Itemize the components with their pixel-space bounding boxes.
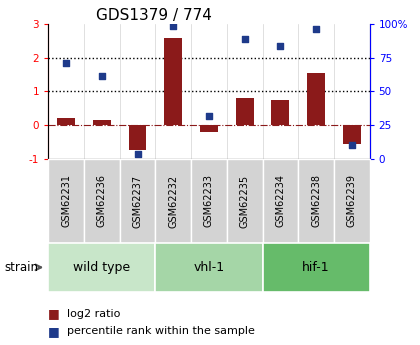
Bar: [307, 73, 325, 125]
Text: wild type: wild type: [73, 261, 131, 274]
Point: [170, 23, 177, 29]
Bar: [236, 98, 254, 125]
Bar: [93, 120, 111, 125]
Bar: [200, 125, 218, 132]
Point: [206, 113, 212, 118]
Text: GSM62239: GSM62239: [347, 175, 357, 227]
Bar: [129, 125, 147, 150]
Point: [277, 43, 284, 49]
Text: GSM62238: GSM62238: [311, 175, 321, 227]
Text: GSM62237: GSM62237: [133, 175, 142, 227]
Text: GSM62233: GSM62233: [204, 175, 214, 227]
Text: GSM62232: GSM62232: [168, 175, 178, 227]
Text: ■: ■: [48, 325, 60, 338]
Text: hif-1: hif-1: [302, 261, 330, 274]
Text: strain: strain: [4, 261, 38, 274]
Bar: [271, 100, 289, 125]
Text: percentile rank within the sample: percentile rank within the sample: [67, 326, 255, 336]
Text: GSM62234: GSM62234: [276, 175, 285, 227]
Text: log2 ratio: log2 ratio: [67, 309, 121, 319]
Point: [312, 26, 319, 31]
Point: [134, 151, 141, 156]
Bar: [57, 118, 75, 125]
Bar: [164, 38, 182, 125]
Text: ■: ■: [48, 307, 60, 321]
Point: [98, 73, 105, 79]
Point: [63, 60, 70, 66]
Point: [349, 142, 355, 148]
Text: GDS1379 / 774: GDS1379 / 774: [97, 8, 213, 23]
Point: [241, 37, 248, 42]
Text: GSM62235: GSM62235: [240, 175, 249, 227]
Text: GSM62236: GSM62236: [97, 175, 107, 227]
Text: vhl-1: vhl-1: [193, 261, 225, 274]
Text: GSM62231: GSM62231: [61, 175, 71, 227]
Bar: [343, 125, 361, 144]
